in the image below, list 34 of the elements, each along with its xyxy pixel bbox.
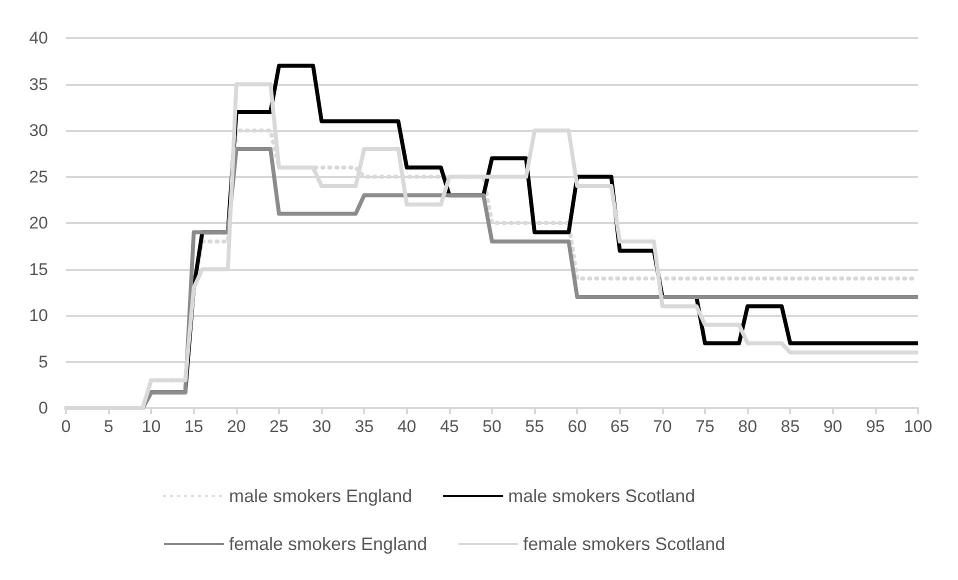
x-tick-label: 10: [142, 417, 161, 436]
x-tick-label: 25: [270, 417, 288, 436]
x-tick-label: 60: [568, 417, 587, 436]
y-tick-label: 20: [29, 214, 48, 232]
x-tick-label: 80: [738, 417, 758, 436]
x-tick-label: 55: [525, 417, 544, 436]
y-tick-label: 15: [29, 260, 48, 279]
x-tick-label: 45: [440, 417, 459, 436]
y-tick-label: 35: [29, 74, 48, 94]
x-tick-label: 5: [104, 417, 114, 436]
x-tick-label: 95: [866, 417, 885, 436]
y-tick-label: 40: [29, 28, 48, 48]
y-tick-label: 25: [29, 167, 48, 186]
legend-label: male smokers Scotland: [508, 486, 696, 506]
legend-label: female smokers Scotland: [523, 534, 726, 554]
legend-label: female smokers England: [229, 534, 428, 554]
x-tick-label: 20: [226, 417, 246, 436]
x-tick-label: 85: [780, 417, 800, 436]
y-tick-label: 5: [38, 352, 48, 372]
y-tick-label: 30: [29, 121, 48, 140]
x-tick-label: 65: [610, 417, 630, 436]
x-tick-label: 40: [397, 417, 416, 436]
x-tick-label: 0: [61, 417, 71, 436]
x-tick-label: 90: [823, 417, 842, 436]
y-tick-label: 10: [29, 306, 48, 325]
x-tick-label: 30: [312, 417, 332, 436]
x-tick-label: 35: [354, 417, 374, 436]
legend-label: male smokers England: [229, 486, 412, 506]
x-tick-label: 15: [184, 417, 204, 436]
y-tick-label: 0: [38, 398, 48, 418]
x-tick-label: 75: [696, 417, 714, 436]
x-tick-label: 100: [904, 417, 932, 436]
x-tick-label: 70: [652, 417, 672, 436]
x-tick-label: 50: [482, 417, 502, 436]
